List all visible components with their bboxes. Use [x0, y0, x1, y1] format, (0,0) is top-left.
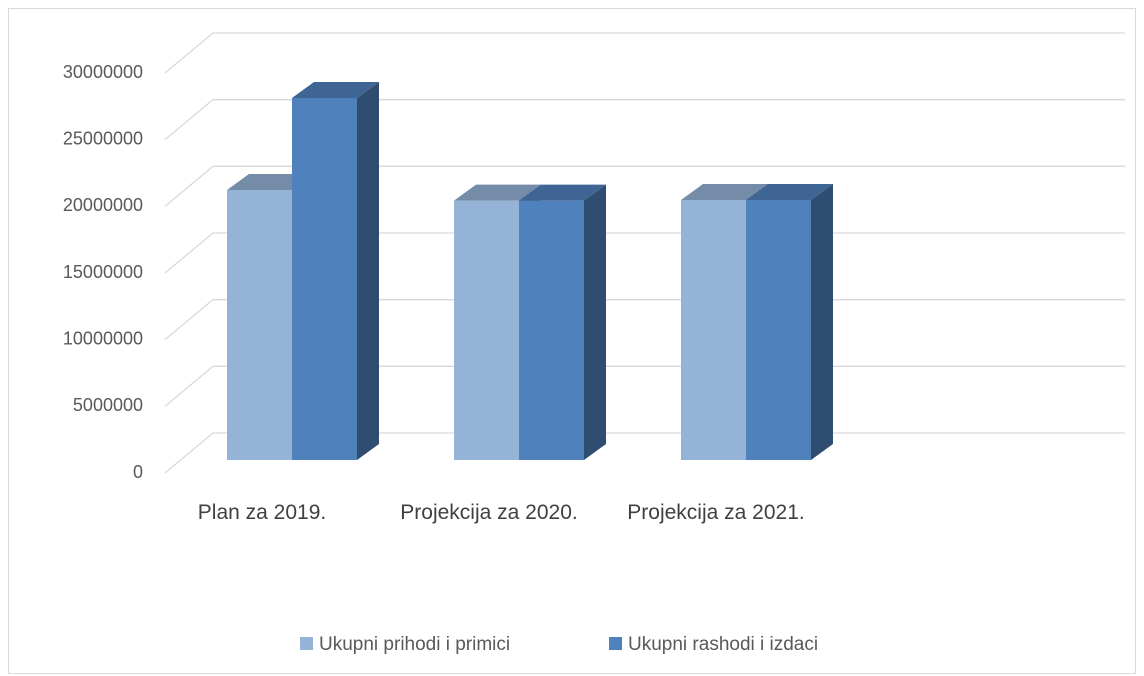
chart-border	[8, 8, 1136, 674]
y-tick-label: 30000000	[63, 62, 143, 82]
bar-top	[746, 184, 833, 200]
bar-front	[292, 98, 357, 460]
y-tick-label: 25000000	[63, 128, 143, 148]
bar-top	[681, 184, 768, 200]
y-tick-label: 15000000	[63, 262, 143, 282]
bar-side	[811, 184, 833, 460]
x-tick-label: Projekcija za 2021.	[627, 501, 805, 524]
y-tick-label: 10000000	[63, 328, 143, 348]
bar-front	[746, 200, 811, 460]
legend-label: Ukupni prihodi i primici	[319, 634, 510, 655]
y-tick-label: 20000000	[63, 195, 143, 215]
legend-swatch	[300, 637, 313, 650]
x-tick-label: Projekcija za 2020.	[400, 501, 578, 524]
grid-line	[164, 99, 1125, 141]
bar-top	[519, 184, 606, 201]
grid-line	[164, 32, 1125, 74]
bar-top	[454, 184, 541, 201]
bar-front	[681, 200, 746, 460]
grid-line	[164, 165, 1125, 207]
bar-side	[357, 82, 379, 460]
x-tick-label: Plan za 2019.	[197, 501, 327, 524]
bar-front	[227, 190, 292, 460]
bar-front	[454, 200, 519, 460]
y-tick-label: 0	[133, 462, 143, 482]
legend-label: Ukupni rashodi i izdaci	[628, 634, 818, 655]
bar-front	[519, 200, 584, 460]
y-tick-label: 5000000	[73, 395, 143, 415]
bar-top	[292, 82, 379, 98]
legend-swatch	[609, 637, 622, 650]
bar-side	[584, 184, 606, 460]
